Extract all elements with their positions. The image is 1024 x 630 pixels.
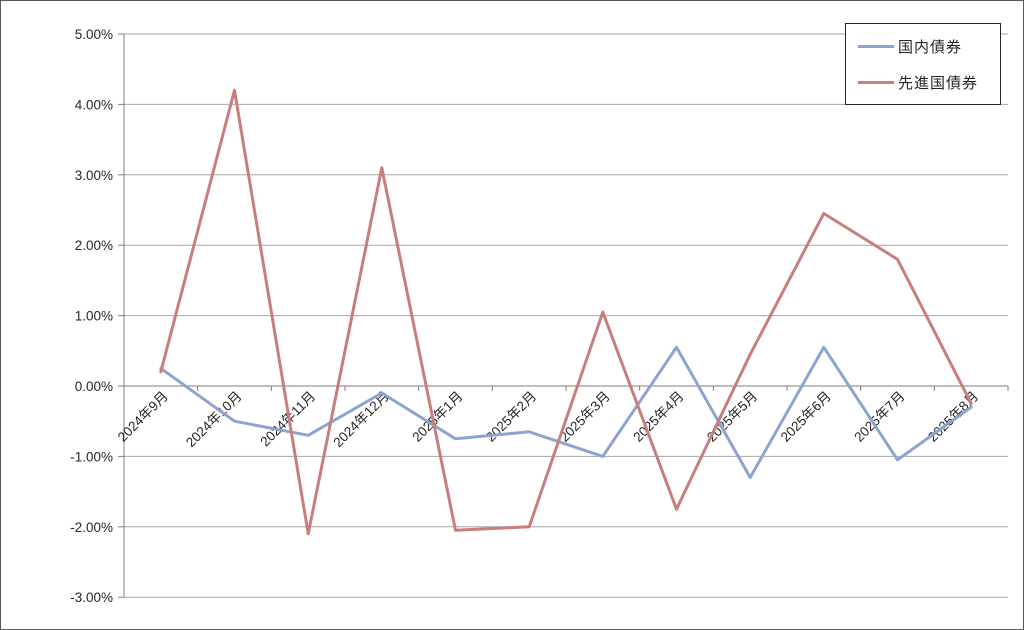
y-axis-label: 0.00% [75,379,113,394]
legend-line-swatch [858,44,894,48]
x-axis-label: 2024年12月 [330,389,392,451]
y-axis-label: 2.00% [75,238,113,253]
y-axis-label: 5.00% [75,27,113,42]
x-axis-label: 2024年9月 [115,389,171,445]
x-axis-label: 2025年8月 [925,389,981,445]
legend-item-1[interactable]: 先進国債券 [858,72,1000,93]
tick-marks-group [118,33,1009,598]
series-line-0 [159,345,973,479]
series-line-1 [159,88,973,536]
y-axis-label: -3.00% [70,590,113,605]
legend-label: 国内債券 [898,38,963,56]
legend: 国内債券 先進国債券 [845,23,1001,105]
y-axis-label: -2.00% [70,520,113,535]
y-axis-label: 1.00% [75,309,113,324]
x-axis-label: 2025年3月 [557,389,613,445]
y-axis-label: 3.00% [75,168,113,183]
y-axis-label: 4.00% [75,97,113,112]
x-axis-label: 2025年7月 [851,389,907,445]
y-axis-label: -1.00% [70,449,113,464]
legend-item-0[interactable]: 国内債券 [858,36,1000,57]
legend-label: 先進国債券 [898,74,979,92]
legend-line-swatch [858,80,894,84]
x-axis-label: 2025年4月 [630,389,686,445]
x-axis-label: 2024年10月 [183,389,245,451]
gridlines-group [123,33,1008,598]
